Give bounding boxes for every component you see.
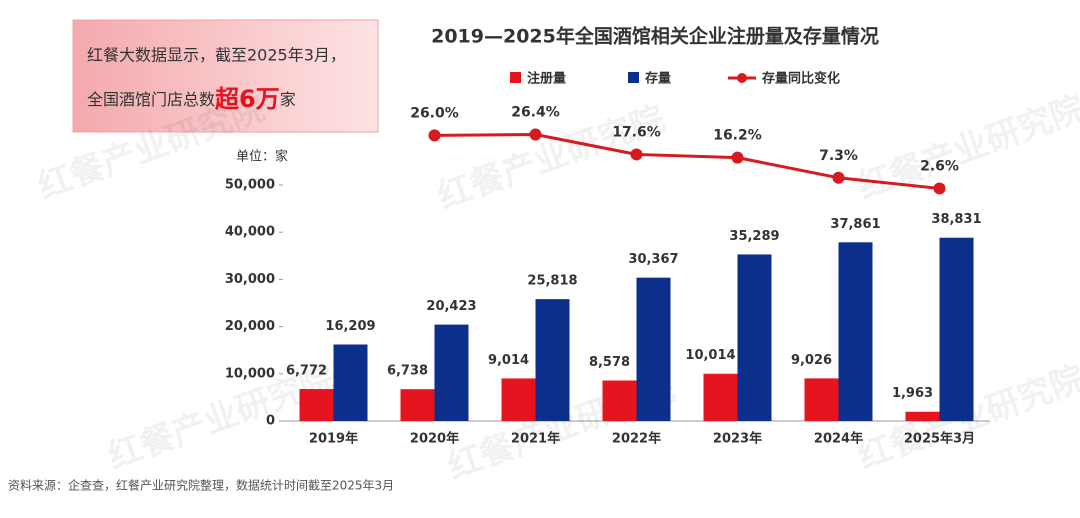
callout-line2: 全国酒馆门店总数超6万家 <box>87 85 296 113</box>
legend-swatch <box>510 72 521 83</box>
y-tick-label: 30,000 <box>225 272 275 287</box>
data-label: 10,014 <box>685 348 735 363</box>
x-tick-label: 2020年 <box>410 431 459 447</box>
data-label: 16,209 <box>325 319 375 334</box>
line-marker <box>933 182 946 195</box>
callout-line1: 红餐大数据显示，截至2025年3月， <box>87 46 346 65</box>
legend-label: 存量同比变化 <box>762 71 840 87</box>
x-tick-label: 2024年 <box>814 431 863 447</box>
callout-highlight: 超6万 <box>215 85 280 113</box>
bar <box>400 389 435 421</box>
watermark: 红餐产业研究院 <box>853 88 1080 207</box>
bar <box>333 344 368 421</box>
callout-suffix: 家 <box>280 90 296 109</box>
legend-label: 注册量 <box>527 71 566 87</box>
data-label: 25,818 <box>527 274 577 289</box>
data-label: 9,026 <box>791 353 832 368</box>
y-tick-label: 10,000 <box>225 366 275 381</box>
x-tick-label: 2019年 <box>309 431 358 447</box>
data-label: 38,831 <box>931 212 981 227</box>
bar <box>434 324 469 421</box>
line-marker <box>731 151 744 164</box>
bar <box>535 299 570 421</box>
bar <box>905 411 940 421</box>
data-label: 6,772 <box>286 364 327 379</box>
data-label: 35,289 <box>729 229 779 244</box>
data-label: 7.3% <box>819 148 858 164</box>
data-label: 2.6% <box>920 158 959 174</box>
x-tick-label: 2022年 <box>612 431 661 447</box>
x-tick-label: 2021年 <box>511 431 560 447</box>
unit-label: 单位：家 <box>236 149 288 165</box>
line <box>434 132 940 190</box>
bar <box>636 277 671 421</box>
callout-box <box>72 19 379 133</box>
callout-prefix: 全国酒馆门店总数 <box>87 90 215 109</box>
line-marker <box>832 171 845 184</box>
line-marker <box>630 148 643 161</box>
data-label: 26.4% <box>511 104 560 120</box>
bar <box>299 389 334 421</box>
x-tick-label: 2023年 <box>713 431 762 447</box>
data-label: 37,861 <box>830 217 880 232</box>
data-label: 17.6% <box>612 124 661 140</box>
data-label: 16.2% <box>713 128 762 144</box>
y-tick-label: 40,000 <box>225 225 275 240</box>
bar <box>501 378 536 421</box>
line-marker <box>428 129 441 142</box>
y-tick-label: 0 <box>266 414 275 429</box>
data-label: 9,014 <box>488 353 529 368</box>
legend-label: 存量 <box>645 71 671 87</box>
data-label: 8,578 <box>589 355 630 370</box>
data-label: 6,738 <box>387 364 428 379</box>
y-tick-label: 20,000 <box>225 319 275 334</box>
source-note: 资料来源：企查查，红餐产业研究院整理，数据统计时间截至2025年3月 <box>8 478 394 493</box>
data-label: 30,367 <box>628 252 678 267</box>
data-label: 20,423 <box>426 299 476 314</box>
bar <box>804 378 839 421</box>
chart-title: 2019—2025年全国酒馆相关企业注册量及存量情况 <box>431 25 879 48</box>
y-tick-label: 50,000 <box>225 178 275 193</box>
legend-marker <box>737 73 747 83</box>
x-tick-label: 2025年3月 <box>904 431 975 447</box>
data-label: 1,963 <box>892 386 933 401</box>
bar <box>737 254 772 421</box>
bar <box>838 242 873 421</box>
line-marker <box>529 128 542 141</box>
data-label: 26.0% <box>410 105 459 121</box>
bar <box>602 380 637 421</box>
bar <box>939 237 974 421</box>
legend-swatch <box>628 72 639 83</box>
bar <box>703 373 738 421</box>
